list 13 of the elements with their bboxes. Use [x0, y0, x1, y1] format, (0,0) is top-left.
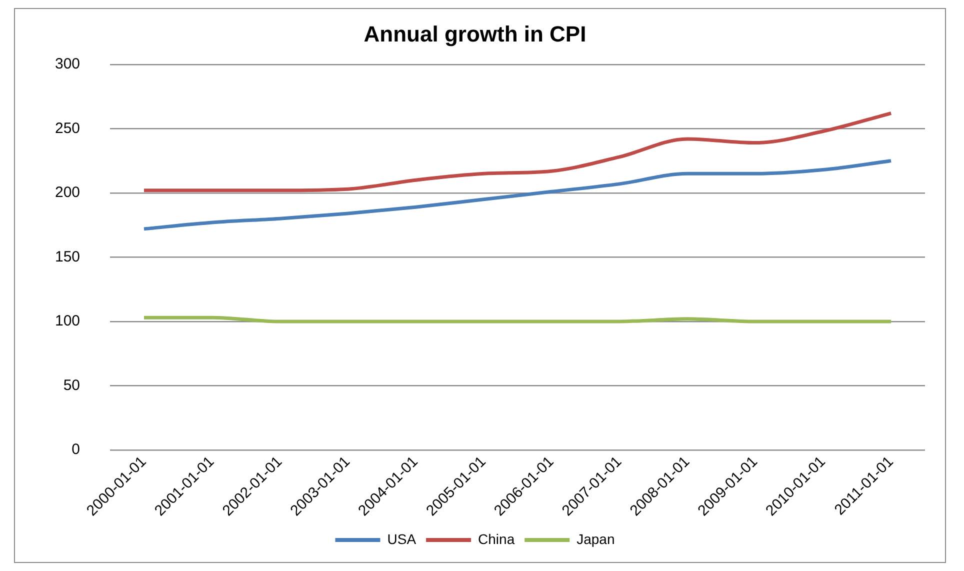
- line-series: [142, 111, 893, 192]
- line-series: [142, 159, 893, 231]
- y-tick-label: 150: [54, 248, 80, 266]
- legend-label: Japan: [576, 530, 615, 547]
- legend-label: USA: [387, 530, 417, 547]
- chart-title: Annual growth in CPI: [364, 21, 586, 46]
- y-tick-label: 50: [63, 376, 80, 394]
- y-tick-label: 250: [54, 120, 80, 137]
- y-tick-label: 200: [54, 184, 80, 202]
- y-tick-label: 300: [54, 56, 80, 73]
- y-tick-label: 100: [54, 312, 80, 330]
- legend-label: China: [478, 530, 515, 547]
- y-tick-label: 0: [72, 441, 80, 458]
